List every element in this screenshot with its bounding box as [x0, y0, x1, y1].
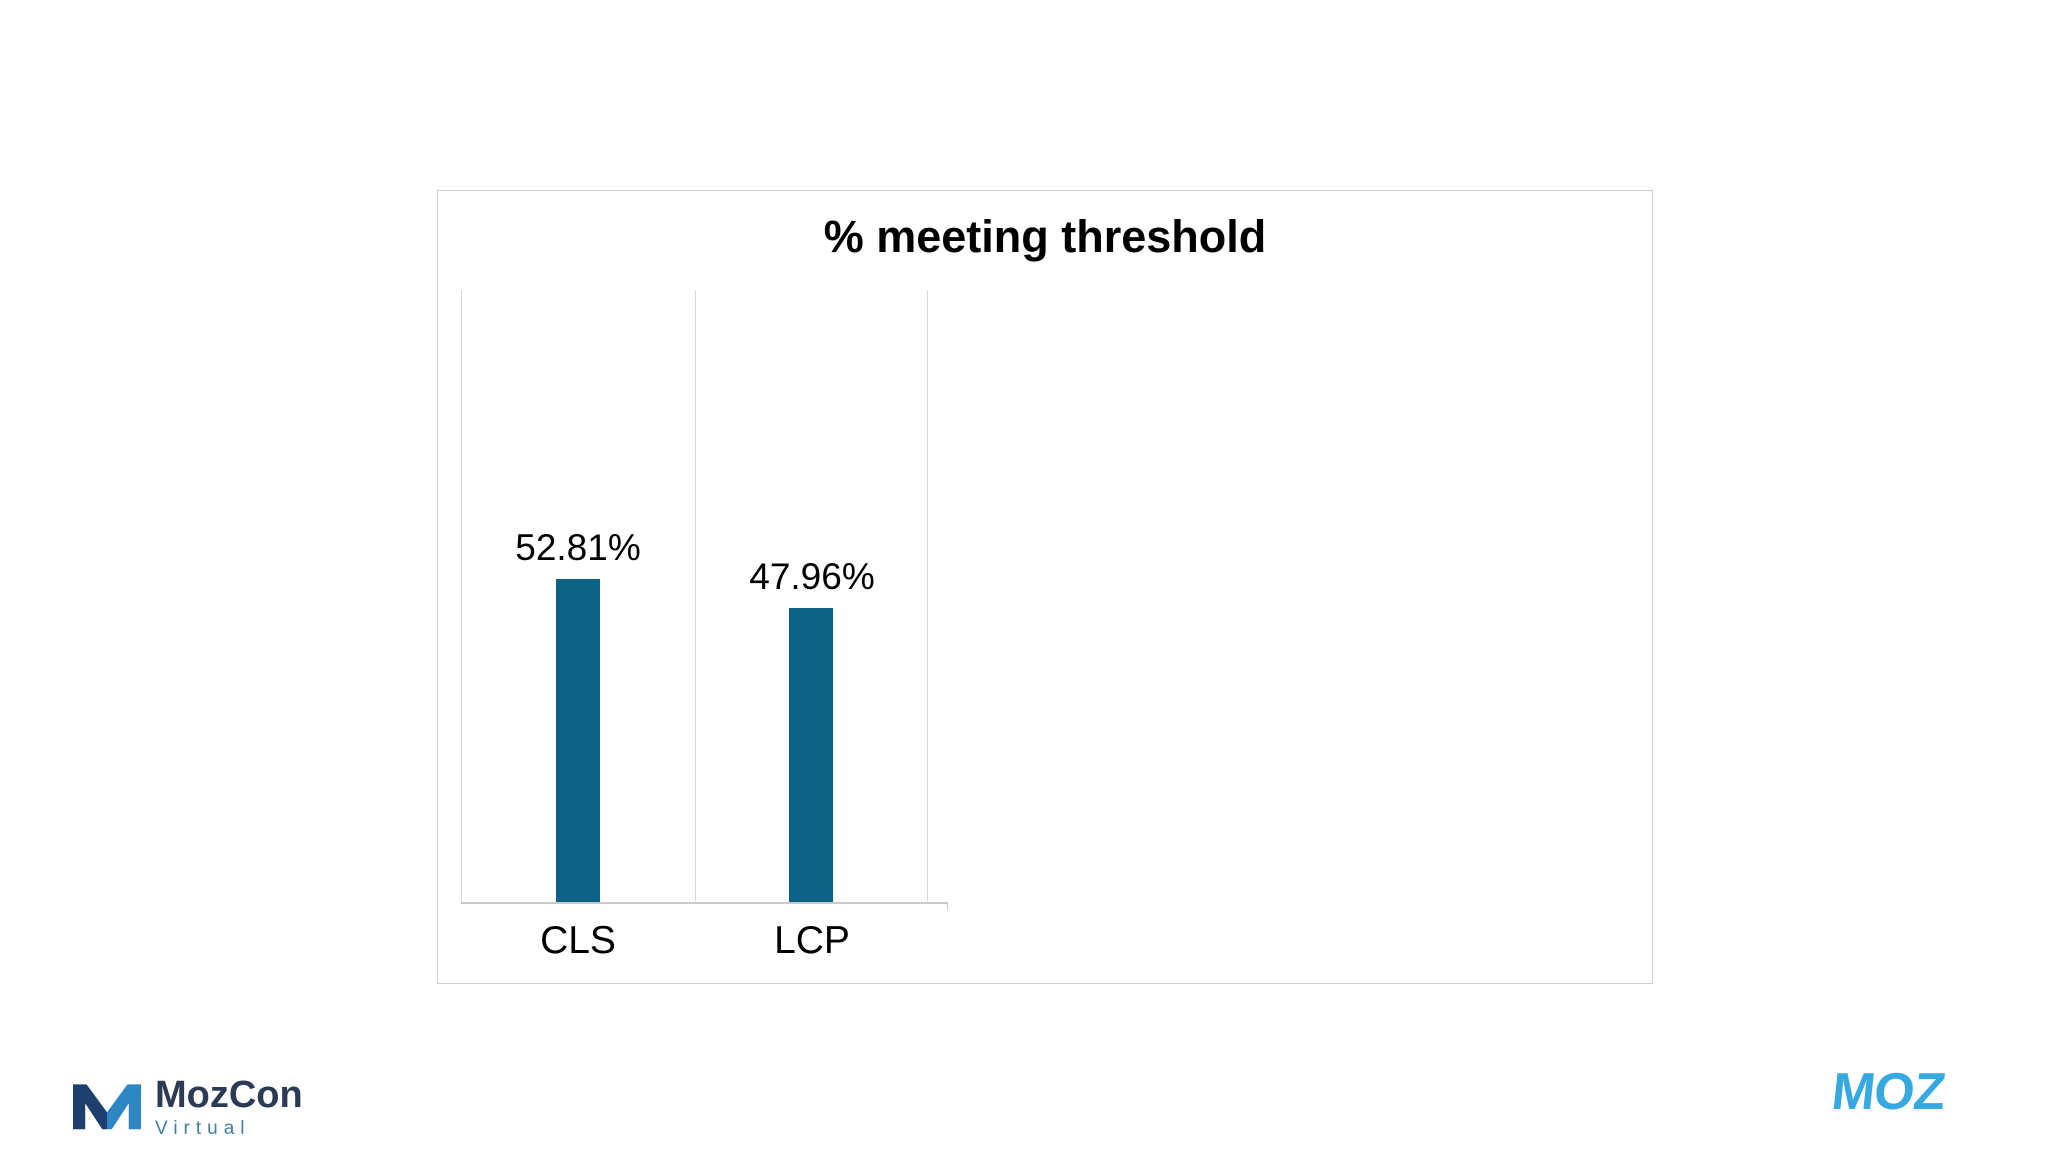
mozcon-wordmark: MozCon [155, 1074, 303, 1116]
gridline [695, 290, 696, 902]
x-axis-labels: CLS LCP [461, 919, 928, 969]
chart-container: % meeting threshold 52.81% 47.96% CLS LCP [437, 190, 1653, 984]
mozcon-virtual-label: Virtual [155, 1118, 251, 1139]
gridline [927, 290, 928, 902]
bar-lcp [789, 608, 833, 902]
x-axis-line [461, 902, 948, 904]
bar-value-label-cls: 52.81% [515, 527, 641, 568]
bar-value-label-lcp: 47.96% [749, 556, 875, 597]
moz-logo: MOZ [1828, 1063, 1948, 1121]
x-axis-label-lcp: LCP [774, 919, 850, 962]
mozcon-text-block: MozCon Virtual [155, 1074, 303, 1140]
plot-area: 52.81% 47.96% [461, 290, 928, 902]
x-axis-tick [947, 902, 948, 910]
mozcon-m-icon [73, 1084, 141, 1130]
x-axis-label-cls: CLS [540, 919, 616, 962]
bar-cls [556, 579, 600, 902]
chart-title: % meeting threshold [823, 211, 1267, 262]
mozcon-logo: MozCon Virtual [73, 1074, 303, 1140]
gridline [461, 290, 462, 902]
